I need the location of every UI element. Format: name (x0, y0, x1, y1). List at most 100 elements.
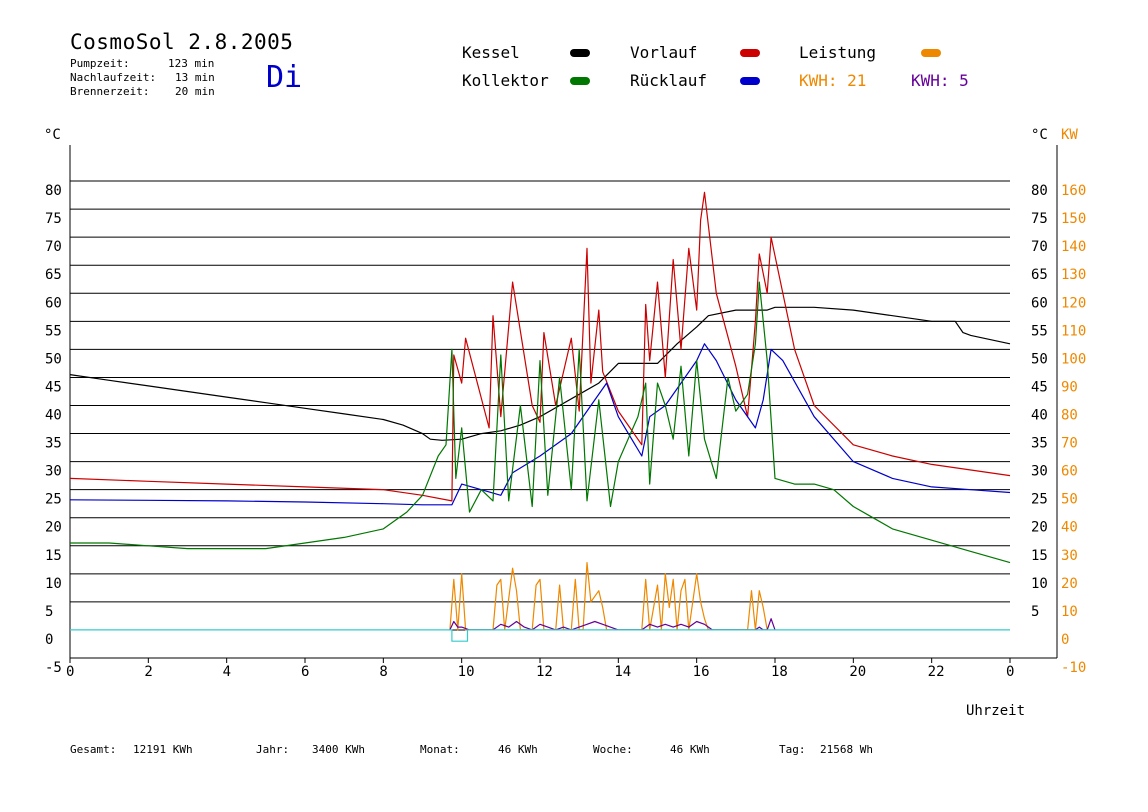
nachlaufzeit-label: Nachlaufzeit: (70, 71, 157, 84)
y-tick-left-25: 25 (45, 492, 62, 508)
y-tick-right-power-10: 10 (1061, 604, 1078, 620)
y-tick-right-power-90: 90 (1061, 379, 1078, 395)
y-tick-right-temp-75: 75 (1031, 211, 1048, 227)
y-tick-right-power-30: 30 (1061, 548, 1078, 564)
series-line-0 (69, 306, 1011, 441)
y-tick-right-temp-25: 25 (1031, 492, 1048, 508)
legend-ruecklauf-swatch (740, 77, 760, 85)
series-line-4 (449, 561, 768, 631)
y-tick-right-temp-55: 55 (1031, 323, 1048, 339)
nachlaufzeit-value: 13 min (175, 71, 215, 84)
series-line-6 (70, 629, 1010, 642)
footer-tag-label: Tag: (779, 743, 806, 756)
y-tick-right-temp-60: 60 (1031, 295, 1048, 311)
y-tick-left-30: 30 (45, 464, 62, 480)
footer-jahr-value: 3400 KWh (312, 743, 365, 756)
y-tick-right-power-20: 20 (1061, 576, 1078, 592)
pumpzeit-label: Pumpzeit: (70, 57, 130, 70)
y-tick-right-temp-30: 30 (1031, 464, 1048, 480)
footer-gesamt-label: Gesamt: (70, 743, 117, 756)
y-tick-left-65: 65 (45, 267, 62, 283)
x-tick-3: 6 (301, 664, 309, 680)
y-tick-right-power-160: 160 (1061, 183, 1086, 199)
y-tick-right-temp-80: 80 (1031, 183, 1048, 199)
y-tick-right-power-0: 0 (1061, 632, 1069, 648)
y-tick-right-power-130: 130 (1061, 267, 1086, 283)
y-tick-right-temp-35: 35 (1031, 436, 1048, 452)
legend-vorlauf-swatch (740, 49, 760, 57)
footer-gesamt-value: 12191 KWh (133, 743, 193, 756)
y-tick-right-power-120: 120 (1061, 295, 1086, 311)
footer-woche-value: 46 KWh (670, 743, 710, 756)
brennerzeit-value: 20 min (175, 85, 215, 98)
y-tick-left-15: 15 (45, 548, 62, 564)
right-axis-unit-power: KW (1061, 127, 1078, 143)
y-tick-right-power--10: -10 (1061, 660, 1086, 676)
y-tick-right-temp-45: 45 (1031, 379, 1048, 395)
y-tick-right-temp-20: 20 (1031, 520, 1048, 536)
y-tick-right-temp-40: 40 (1031, 408, 1048, 424)
y-tick-left-50: 50 (45, 351, 62, 367)
y-tick-right-power-150: 150 (1061, 211, 1086, 227)
x-tick-12: 0 (1006, 664, 1014, 680)
legend-leistung-swatch (921, 49, 941, 57)
x-tick-1: 2 (144, 664, 152, 680)
y-tick-left-75: 75 (45, 211, 62, 227)
y-tick-right-power-100: 100 (1061, 351, 1086, 367)
y-tick-right-power-40: 40 (1061, 520, 1078, 536)
legend-kessel-swatch (570, 49, 590, 57)
y-tick-right-temp-65: 65 (1031, 267, 1048, 283)
x-tick-2: 4 (223, 664, 231, 680)
x-tick-5: 10 (458, 664, 475, 680)
weekday-label: Di (266, 60, 303, 95)
x-tick-4: 8 (379, 664, 387, 680)
left-axis-unit: °C (44, 127, 61, 143)
x-tick-10: 20 (849, 664, 866, 680)
series-line-1 (69, 191, 1011, 502)
legend-kessel: Kessel (462, 43, 520, 62)
y-tick-right-temp-50: 50 (1031, 351, 1048, 367)
legend-vorlauf: Vorlauf (630, 43, 698, 62)
y-tick-right-temp-70: 70 (1031, 239, 1048, 255)
legend-kwh-1: KWH: 21 (799, 71, 867, 90)
y-tick-right-temp-10: 10 (1031, 576, 1048, 592)
y-tick-left-80: 80 (45, 183, 62, 199)
y-tick-left-70: 70 (45, 239, 62, 255)
x-tick-0: 0 (66, 664, 74, 680)
brennerzeit-label: Brennerzeit: (70, 85, 150, 98)
footer-monat-value: 46 KWh (498, 743, 538, 756)
y-tick-left-45: 45 (45, 379, 62, 395)
legend-leistung: Leistung (799, 43, 877, 62)
x-tick-8: 16 (693, 664, 710, 680)
y-tick-right-power-70: 70 (1061, 436, 1078, 452)
series-line-5 (449, 618, 776, 631)
y-tick-left-0: 0 (45, 632, 53, 648)
y-tick-left-60: 60 (45, 295, 62, 311)
x-axis-title: Uhrzeit (966, 703, 1025, 719)
y-tick-right-power-110: 110 (1061, 323, 1086, 339)
y-tick-right-power-60: 60 (1061, 464, 1078, 480)
legend-kollektor: Kollektor (462, 71, 549, 90)
pumpzeit-value: 123 min (168, 57, 215, 70)
series-line-3 (70, 281, 1011, 564)
legend-kollektor-swatch (570, 77, 590, 85)
x-tick-11: 22 (928, 664, 945, 680)
footer-woche-label: Woche: (593, 743, 633, 756)
x-tick-9: 18 (771, 664, 788, 680)
y-tick-right-power-140: 140 (1061, 239, 1086, 255)
y-tick-left-55: 55 (45, 323, 62, 339)
legend-kwh-2: KWH: 5 (911, 71, 969, 90)
y-tick-left-20: 20 (45, 520, 62, 536)
footer-monat-label: Monat: (420, 743, 460, 756)
series-line-2 (69, 343, 1011, 506)
y-tick-left-40: 40 (45, 408, 62, 424)
footer-jahr-label: Jahr: (256, 743, 290, 756)
y-tick-right-temp-15: 15 (1031, 548, 1048, 564)
y-tick-right-power-80: 80 (1061, 408, 1078, 424)
footer-tag-value: 21568 Wh (820, 743, 873, 756)
y-tick-left-5: 5 (45, 604, 53, 620)
x-tick-7: 14 (614, 664, 631, 680)
y-tick-right-temp-5: 5 (1031, 604, 1039, 620)
y-tick-left-10: 10 (45, 576, 62, 592)
